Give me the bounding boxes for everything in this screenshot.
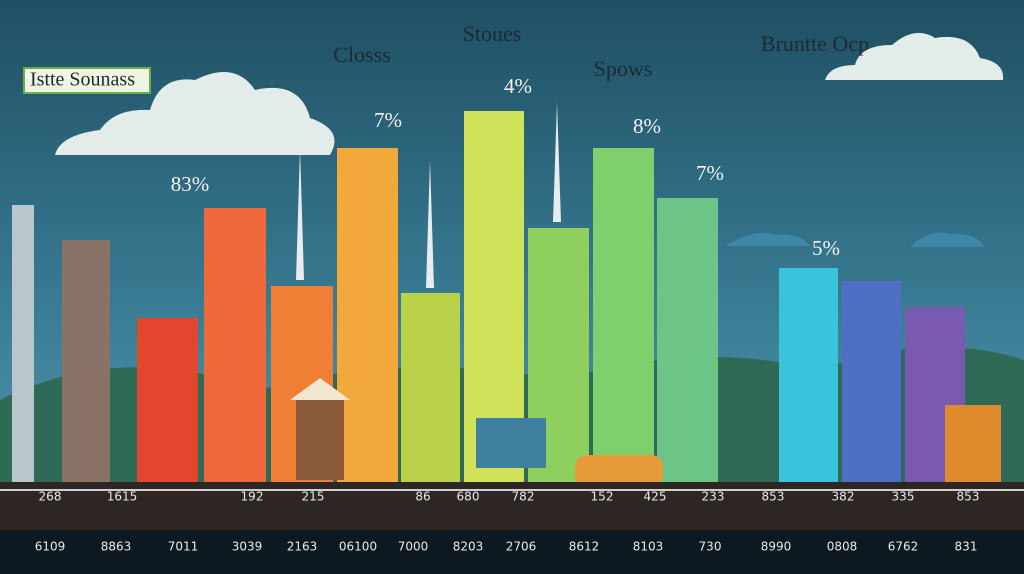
house <box>296 400 344 480</box>
bar <box>593 148 654 488</box>
row-label: 86 <box>415 490 430 504</box>
bar <box>657 198 718 488</box>
heading: Stoues <box>463 21 522 46</box>
bar-label: 5% <box>812 236 840 260</box>
bar <box>337 148 398 488</box>
row-label: 8612 <box>569 540 600 554</box>
bars <box>137 111 965 488</box>
bar-label: 83% <box>171 172 210 196</box>
tag-text: Istte Sounass <box>30 69 135 91</box>
cloud <box>55 72 335 155</box>
bar-label: 7% <box>374 108 402 132</box>
row-label: 0808 <box>827 540 858 554</box>
row-label: 268 <box>39 490 62 504</box>
row-label: 8103 <box>633 540 664 554</box>
row-label: 382 <box>832 490 855 504</box>
row-label: 8990 <box>761 540 792 554</box>
row-label: 425 <box>644 490 667 504</box>
row-label: 335 <box>892 490 915 504</box>
bar-label: 8% <box>633 114 661 138</box>
tag-box <box>23 67 151 94</box>
house <box>476 418 546 468</box>
bar <box>401 293 460 488</box>
row-label: 2706 <box>506 540 537 554</box>
cloud <box>825 32 1004 80</box>
row-label: 233 <box>702 490 725 504</box>
row-label: 853 <box>957 490 980 504</box>
row-label: 152 <box>591 490 614 504</box>
heading: Spows <box>594 56 653 81</box>
roof <box>290 378 350 400</box>
tower <box>12 205 34 485</box>
row-label: 7000 <box>398 540 429 554</box>
row-label: 853 <box>762 490 785 504</box>
row-label: 6762 <box>888 540 919 554</box>
rule <box>0 489 1024 491</box>
car <box>575 455 663 487</box>
heading: Bruntte Ocp <box>761 31 869 56</box>
row-label: 831 <box>955 540 978 554</box>
bar <box>137 318 198 488</box>
row-label: 06100 <box>339 540 377 554</box>
row-label: 6109 <box>35 540 66 554</box>
row-label: 215 <box>302 490 325 504</box>
bar <box>842 281 901 488</box>
cloud <box>725 232 985 247</box>
spire <box>296 102 561 288</box>
bar <box>204 208 266 488</box>
row-label: 3039 <box>232 540 263 554</box>
row-label: 8203 <box>453 540 484 554</box>
row-label: 7011 <box>168 540 199 554</box>
row-label: 730 <box>699 540 722 554</box>
bar-label: 4% <box>504 74 532 98</box>
row-label: 1615 <box>107 490 138 504</box>
building <box>62 240 110 485</box>
row-label: 8863 <box>101 540 132 554</box>
row-label: 192 <box>241 490 264 504</box>
bar-label: 7% <box>696 161 724 185</box>
row-label: 680 <box>457 490 480 504</box>
rule <box>0 530 1024 533</box>
heading: Closss <box>333 42 390 67</box>
row-label: 2163 <box>287 540 318 554</box>
strip <box>0 533 1024 574</box>
bar <box>779 268 838 488</box>
house <box>945 405 1001 485</box>
row-label: 782 <box>512 490 535 504</box>
